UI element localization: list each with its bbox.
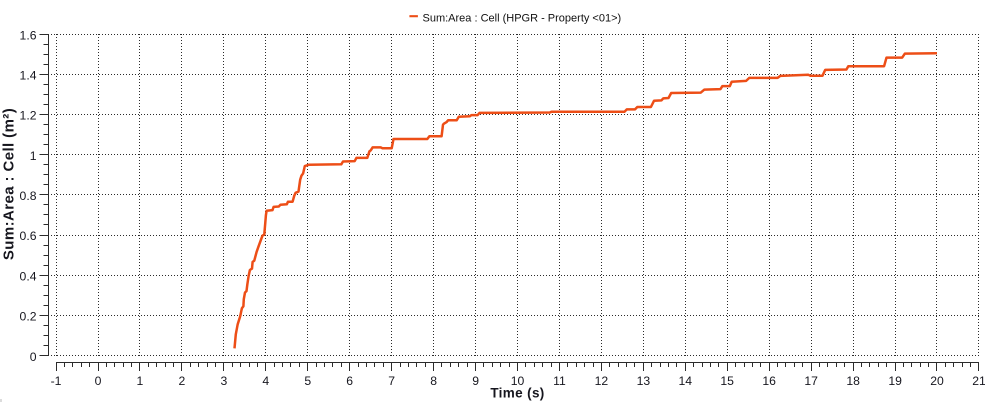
svg-text:12: 12 bbox=[595, 374, 609, 388]
svg-text:20: 20 bbox=[930, 374, 944, 388]
svg-text:7: 7 bbox=[388, 374, 395, 388]
svg-text:6: 6 bbox=[346, 374, 353, 388]
svg-text:0.4: 0.4 bbox=[20, 269, 37, 283]
svg-text:21: 21 bbox=[972, 374, 985, 388]
svg-text:15: 15 bbox=[720, 374, 734, 388]
svg-text:3: 3 bbox=[221, 374, 228, 388]
svg-text:1.2: 1.2 bbox=[20, 109, 37, 123]
svg-text:19: 19 bbox=[888, 374, 902, 388]
svg-text:9: 9 bbox=[472, 374, 479, 388]
svg-text:5: 5 bbox=[304, 374, 311, 388]
svg-text:8: 8 bbox=[430, 374, 437, 388]
svg-text:0.2: 0.2 bbox=[20, 310, 37, 324]
svg-text:1: 1 bbox=[137, 374, 144, 388]
svg-text:0.8: 0.8 bbox=[20, 189, 37, 203]
svg-text:13: 13 bbox=[637, 374, 651, 388]
svg-text:14: 14 bbox=[679, 374, 693, 388]
svg-text:0.6: 0.6 bbox=[20, 229, 37, 243]
svg-text:2: 2 bbox=[179, 374, 186, 388]
svg-text:Time (s): Time (s) bbox=[490, 385, 544, 400]
svg-text:Sum:Area : Cell (HPGR - Proper: Sum:Area : Cell (HPGR - Property <01>) bbox=[423, 12, 622, 24]
svg-text:0: 0 bbox=[95, 374, 102, 388]
svg-text:11: 11 bbox=[553, 374, 566, 388]
svg-text:Sum:Area : Cell (m²): Sum:Area : Cell (m²) bbox=[0, 108, 17, 260]
svg-text:-1: -1 bbox=[51, 374, 62, 388]
svg-text:4: 4 bbox=[262, 374, 269, 388]
svg-text:16: 16 bbox=[762, 374, 776, 388]
svg-text:17: 17 bbox=[804, 374, 818, 388]
svg-text:1: 1 bbox=[30, 149, 37, 163]
svg-text:0: 0 bbox=[30, 350, 37, 364]
svg-text:18: 18 bbox=[846, 374, 860, 388]
svg-text:1.6: 1.6 bbox=[20, 28, 37, 42]
svg-text:10: 10 bbox=[511, 374, 525, 388]
svg-text:1.4: 1.4 bbox=[20, 69, 37, 83]
